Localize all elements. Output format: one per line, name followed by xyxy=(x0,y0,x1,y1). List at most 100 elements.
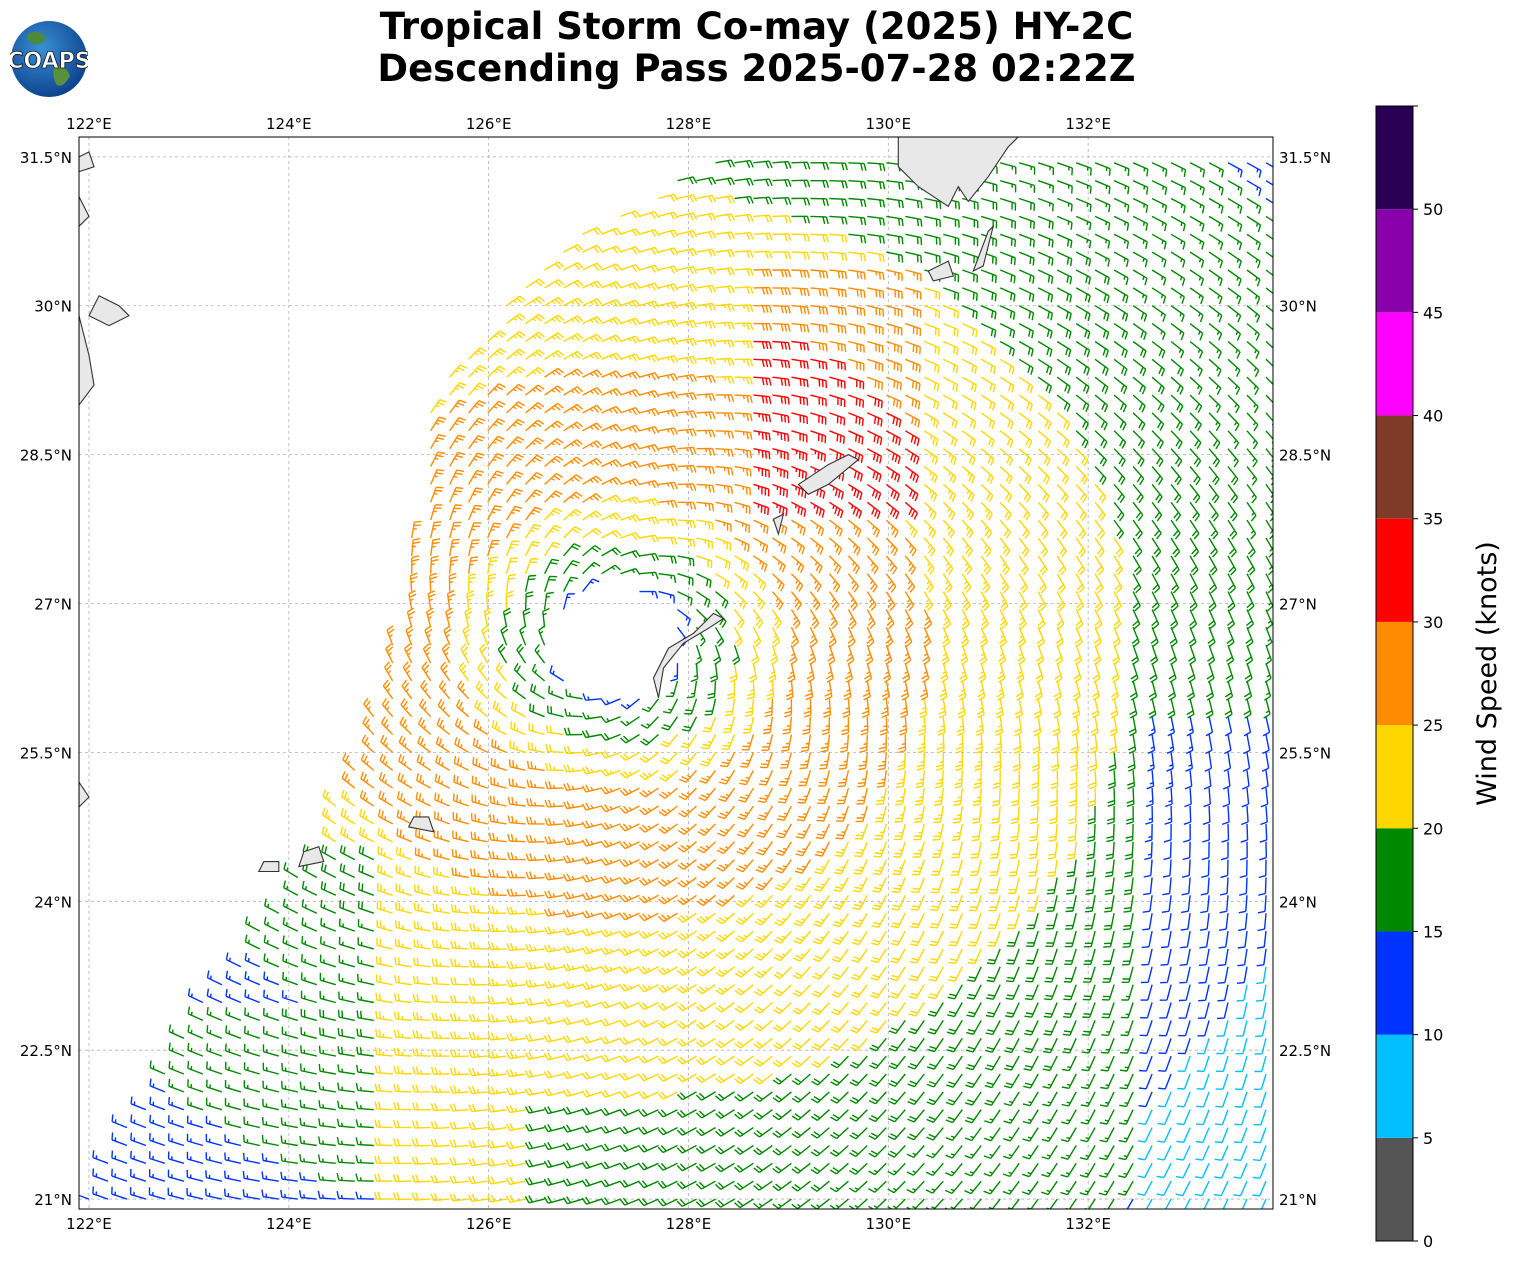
wind-barb xyxy=(429,572,438,592)
wind-barb xyxy=(224,1134,242,1147)
wind-barb xyxy=(753,178,773,187)
wind-barb xyxy=(414,865,431,879)
wind-barb xyxy=(942,448,957,466)
wind-barb xyxy=(406,607,416,628)
wind-barb xyxy=(968,930,982,947)
wind-barb xyxy=(885,483,900,501)
wind-barb xyxy=(912,841,925,858)
wind-barb xyxy=(375,992,393,1004)
wind-barb xyxy=(964,1109,982,1124)
wind-barb xyxy=(1144,841,1153,861)
lat-tick-label-left: 28.5°N xyxy=(20,447,72,465)
wind-barb xyxy=(923,519,937,539)
wind-barb xyxy=(658,590,675,603)
wind-barb xyxy=(1025,966,1039,983)
wind-barb xyxy=(677,859,697,870)
wind-barb xyxy=(1189,412,1202,432)
wind-barb xyxy=(753,232,773,241)
wind-barb xyxy=(1170,573,1180,594)
land-miyako xyxy=(407,816,435,833)
wind-barb xyxy=(848,448,864,464)
wind-barb xyxy=(1208,305,1223,323)
wind-barb xyxy=(563,279,584,289)
wind-barb xyxy=(1189,233,1205,250)
wind-barb xyxy=(1140,984,1153,1001)
wind-barb xyxy=(1140,1002,1153,1019)
wind-barb xyxy=(581,999,602,1009)
wind-barb xyxy=(358,827,375,843)
wind-barb xyxy=(925,1180,944,1194)
wind-barb xyxy=(301,935,318,950)
wind-barb xyxy=(757,805,774,821)
wind-barb xyxy=(1198,966,1210,984)
wind-barb xyxy=(1170,501,1182,522)
wind-barb xyxy=(449,1103,469,1112)
wind-barb xyxy=(1032,734,1041,754)
wind-barb xyxy=(696,447,716,456)
wind-barb xyxy=(1245,627,1254,648)
wind-barb xyxy=(696,984,716,995)
wind-barb xyxy=(1256,948,1267,967)
wind-barb xyxy=(659,769,678,782)
wind-barb xyxy=(639,282,660,291)
wind-barb xyxy=(468,1086,488,1095)
wind-barb xyxy=(1208,555,1218,576)
wind-barb xyxy=(1148,716,1156,737)
wind-barb xyxy=(620,514,641,523)
wind-barb xyxy=(206,970,223,986)
lon-tick-label-top: 122°E xyxy=(66,115,112,133)
wind-barb xyxy=(525,278,545,289)
wind-barb xyxy=(810,1180,830,1192)
wind-barb xyxy=(753,412,772,423)
wind-barb xyxy=(980,269,997,284)
wind-barb xyxy=(1138,1091,1153,1108)
lat-tick-label-right: 27°N xyxy=(1279,596,1317,614)
wind-barb xyxy=(1061,1091,1077,1107)
wind-barb xyxy=(431,994,450,1004)
wind-barb xyxy=(811,1055,830,1068)
wind-barb xyxy=(1022,1127,1039,1142)
wind-barb xyxy=(487,1158,507,1167)
wind-barb xyxy=(715,591,729,609)
wind-barb xyxy=(986,966,1001,983)
wind-barb xyxy=(619,1197,640,1206)
wind-barb xyxy=(318,1063,336,1075)
wind-barb xyxy=(885,573,897,593)
wind-barb xyxy=(888,1073,906,1088)
wind-barb xyxy=(1047,841,1058,860)
wind-barb xyxy=(1132,430,1146,449)
wind-barb xyxy=(811,984,830,998)
wind-barb xyxy=(696,591,711,608)
wind-barb xyxy=(543,908,564,917)
wind-barb xyxy=(1056,305,1072,321)
wind-barb xyxy=(529,703,545,718)
wind-barb xyxy=(1141,948,1153,966)
wind-barb xyxy=(445,607,454,628)
wind-barb xyxy=(791,305,810,315)
wind-barb xyxy=(909,966,925,982)
wind-barb xyxy=(525,384,545,396)
wind-barb xyxy=(341,789,356,807)
wind-barb xyxy=(563,403,584,414)
wind-barb xyxy=(1233,1127,1248,1144)
wind-barb xyxy=(449,486,464,503)
wind-barb xyxy=(337,1028,355,1039)
wind-barb xyxy=(638,1198,659,1207)
wind-barb xyxy=(225,1025,242,1039)
wind-barb xyxy=(1130,662,1139,683)
wind-barb xyxy=(242,1189,260,1200)
wind-barb xyxy=(658,427,679,436)
colorbar-bin xyxy=(1376,415,1413,519)
wind-barb xyxy=(1075,394,1090,412)
wind-barb xyxy=(639,228,660,237)
map-background xyxy=(79,137,1273,1209)
wind-barb xyxy=(1018,287,1035,302)
wind-barb xyxy=(734,465,752,477)
lat-tick-label-left: 22.5°N xyxy=(20,1042,72,1060)
wind-barb xyxy=(677,337,698,347)
wind-barb xyxy=(468,1194,488,1203)
wind-barb xyxy=(441,643,451,664)
wind-barb xyxy=(563,782,583,791)
wind-barb xyxy=(657,1091,678,1100)
